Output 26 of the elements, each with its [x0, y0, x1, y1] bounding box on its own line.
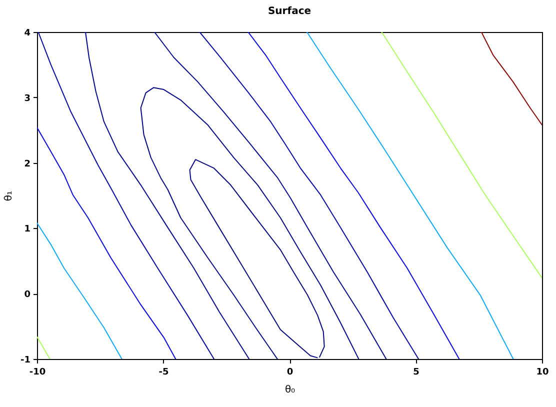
- chart-title: Surface: [268, 6, 312, 17]
- line-series: [37, 222, 122, 359]
- y-tick-label: 0: [24, 290, 30, 300]
- y-tick-label: 3: [24, 94, 30, 104]
- line-series: [480, 32, 542, 126]
- line-series: [199, 32, 420, 359]
- line-series: [37, 126, 176, 359]
- y-axis-title: θ₁: [4, 190, 14, 202]
- line-series: [154, 32, 387, 359]
- line-series: [38, 32, 215, 359]
- x-tick-label: 0: [286, 368, 294, 378]
- line-series: [189, 159, 325, 358]
- line-series: [381, 32, 542, 278]
- x-tick-label: 10: [536, 368, 549, 378]
- x-tick-label: -10: [29, 368, 46, 378]
- line-series: [306, 32, 514, 359]
- x-tick-label: 5: [413, 368, 420, 378]
- y-tick-label: -1: [20, 356, 30, 366]
- x-axis-title: θ₀: [284, 384, 296, 396]
- line-series: [140, 87, 360, 359]
- line-series: [84, 32, 250, 359]
- y-tick-label: 1: [24, 224, 30, 235]
- line-series: [248, 32, 460, 359]
- y-tick-label: 4: [24, 28, 30, 38]
- y-tick-label: 2: [24, 159, 30, 170]
- x-tick-label: -5: [158, 368, 169, 378]
